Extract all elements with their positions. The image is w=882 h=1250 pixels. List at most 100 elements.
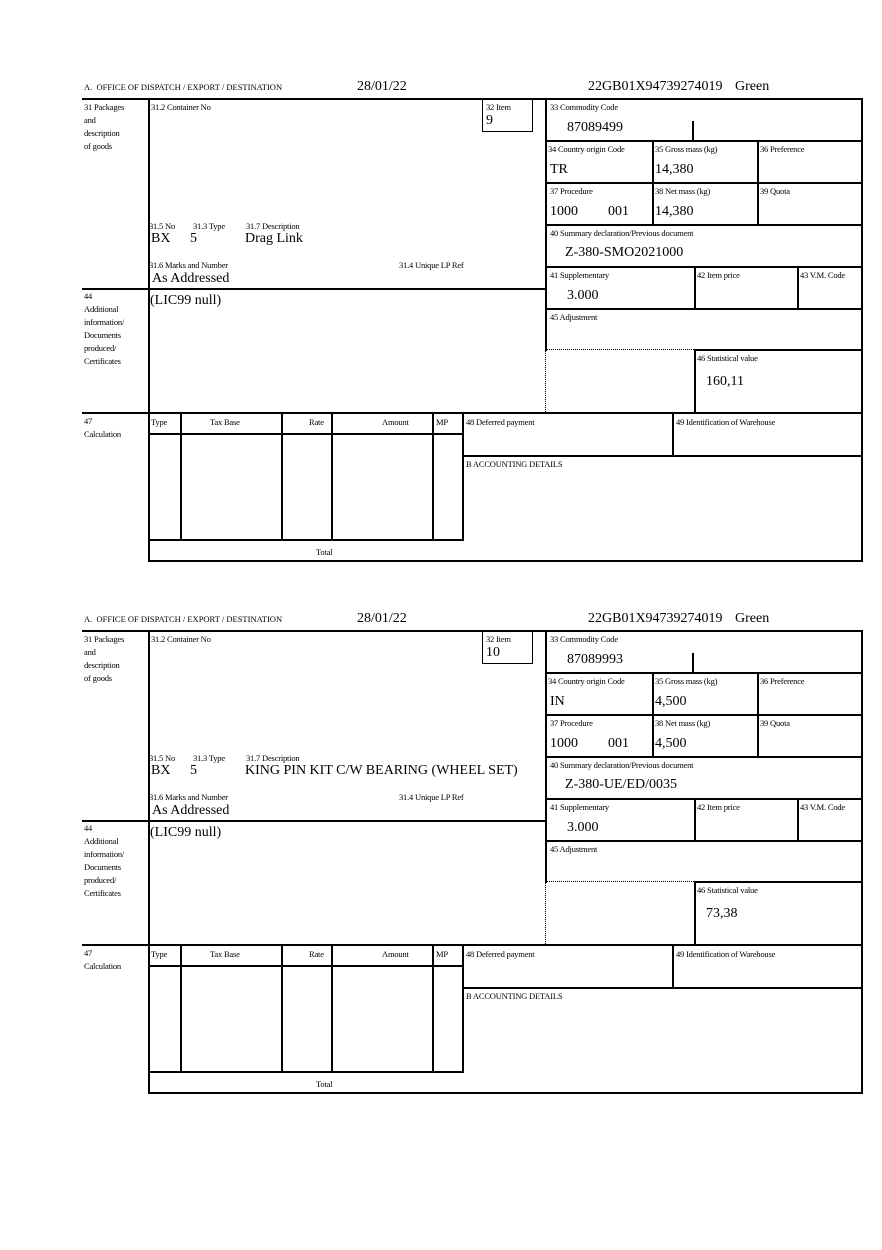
rule-line xyxy=(692,121,694,141)
quota-label: 39 Quota xyxy=(760,718,790,728)
packages-label: 31 Packages and description of goods xyxy=(84,634,125,683)
net-mass: 14,380 xyxy=(655,204,694,219)
vm-code-label: 43 V.M. Code xyxy=(800,270,845,280)
amount-header: Amount xyxy=(382,417,409,427)
rule-line xyxy=(692,653,694,673)
rate-header: Rate xyxy=(309,949,324,959)
summary-decl-label: 40 Summary declaration/Previous document xyxy=(550,760,694,770)
marks-value: As Addressed xyxy=(152,271,230,286)
supplementary: 3.000 xyxy=(567,288,599,303)
item-number-box xyxy=(482,100,533,132)
net-mass-label: 38 Net mass (kg) xyxy=(655,186,711,196)
rule-line xyxy=(82,820,546,822)
unique-lp-label: 31.4 Unique LP Ref xyxy=(399,260,464,270)
route-status: Green xyxy=(735,79,770,94)
rule-line xyxy=(148,630,150,1094)
mp-header: MP xyxy=(436,417,448,427)
rule-line xyxy=(545,714,863,716)
rule-line xyxy=(180,412,182,540)
additional-info-value: (LIC99 null) xyxy=(150,825,222,840)
package-no-label: 31.5 No xyxy=(149,753,175,763)
summary-decl: Z-380-SMO2021000 xyxy=(565,245,684,260)
rule-line xyxy=(861,630,863,1094)
reference-number: 22GB01X94739274019 xyxy=(588,611,723,626)
office-label: A. OFFICE OF DISPATCH / EXPORT / DESTINA… xyxy=(84,614,283,624)
package-no-label: 31.5 No xyxy=(149,221,175,231)
package-type-label: 31.3 Type xyxy=(193,221,225,231)
rule-line xyxy=(694,881,863,883)
rule-line xyxy=(82,98,863,100)
date: 28/01/22 xyxy=(357,611,407,626)
marks-label: 31.6 Marks and Number xyxy=(149,792,228,802)
commodity-code-label: 33 Commodity Code xyxy=(550,102,618,112)
item-number: 10 xyxy=(486,645,500,660)
accounting-details-label: B ACCOUNTING DETAILS xyxy=(466,459,563,469)
commodity-code: 87089499 xyxy=(567,120,623,135)
calculation-label: 47 Calculation xyxy=(84,416,121,439)
calc-total-label: Total xyxy=(316,547,333,557)
rule-line xyxy=(462,455,863,457)
gross-mass-label: 35 Gross mass (kg) xyxy=(655,676,718,686)
rule-line xyxy=(545,756,863,758)
commodity-code: 87089993 xyxy=(567,652,623,667)
dotted-line xyxy=(545,882,546,944)
amount-header: Amount xyxy=(382,949,409,959)
rule-line xyxy=(672,944,674,988)
deferred-payment-label: 48 Deferred payment xyxy=(466,949,535,959)
package-count: 5 xyxy=(190,231,197,246)
rule-line xyxy=(82,412,863,414)
calc-type-header: Type xyxy=(151,417,168,427)
tax-base-header: Tax Base xyxy=(210,949,240,959)
rule-line xyxy=(432,944,434,1072)
preference-label: 36 Preference xyxy=(760,676,805,686)
statistical-value: 73,38 xyxy=(706,906,738,921)
rule-line xyxy=(652,672,654,757)
rule-line xyxy=(82,630,863,632)
rule-line xyxy=(148,965,463,967)
reference-number: 22GB01X94739274019 xyxy=(588,79,723,94)
rule-line xyxy=(180,944,182,1072)
package-kind: BX xyxy=(151,231,171,246)
item-block-2: A. OFFICE OF DISPATCH / EXPORT / DESTINA… xyxy=(0,532,882,1094)
goods-description: Drag Link xyxy=(245,231,303,246)
route-status: Green xyxy=(735,611,770,626)
dotted-line xyxy=(545,349,694,350)
item-price-label: 42 Item price xyxy=(697,270,740,280)
net-mass-label: 38 Net mass (kg) xyxy=(655,718,711,728)
rule-line xyxy=(694,881,696,945)
net-mass: 4,500 xyxy=(655,736,687,751)
rule-line xyxy=(672,412,674,456)
summary-decl-label: 40 Summary declaration/Previous document xyxy=(550,228,694,238)
container-no-label: 31.2 Container No xyxy=(151,634,211,644)
rule-line xyxy=(462,412,464,541)
gross-mass: 4,500 xyxy=(655,694,687,709)
additional-info-label: 44 Additional information/ Documents pro… xyxy=(84,823,125,898)
adjustment-label: 45 Adjustment xyxy=(550,844,598,854)
quota-label: 39 Quota xyxy=(760,186,790,196)
rule-line xyxy=(545,266,863,268)
office-label: A. OFFICE OF DISPATCH / EXPORT / DESTINA… xyxy=(84,82,283,92)
packages-label: 31 Packages and description of goods xyxy=(84,102,125,151)
rule-line xyxy=(545,840,863,842)
package-kind: BX xyxy=(151,763,171,778)
country-origin-label: 34 Country origin Code xyxy=(548,144,625,154)
description-label: 31.7 Description xyxy=(246,221,300,231)
procedure: 1000 xyxy=(550,204,578,219)
rule-line xyxy=(148,433,463,435)
commodity-code-label: 33 Commodity Code xyxy=(550,634,618,644)
rule-line xyxy=(694,798,696,841)
rule-line xyxy=(331,412,333,540)
dotted-line xyxy=(545,350,546,412)
goods-description: KING PIN KIT C/W BEARING (WHEEL SET) xyxy=(245,763,518,778)
marks-value: As Addressed xyxy=(152,803,230,818)
rule-line xyxy=(694,266,696,309)
rule-line xyxy=(652,140,654,225)
date: 28/01/22 xyxy=(357,79,407,94)
mp-header: MP xyxy=(436,949,448,959)
item-block-1: A. OFFICE OF DISPATCH / EXPORT / DESTINA… xyxy=(0,0,882,562)
gross-mass-label: 35 Gross mass (kg) xyxy=(655,144,718,154)
rule-line xyxy=(757,672,759,757)
item-number-box xyxy=(482,632,533,664)
rule-line xyxy=(797,798,799,841)
calculation-label: 47 Calculation xyxy=(84,948,121,971)
